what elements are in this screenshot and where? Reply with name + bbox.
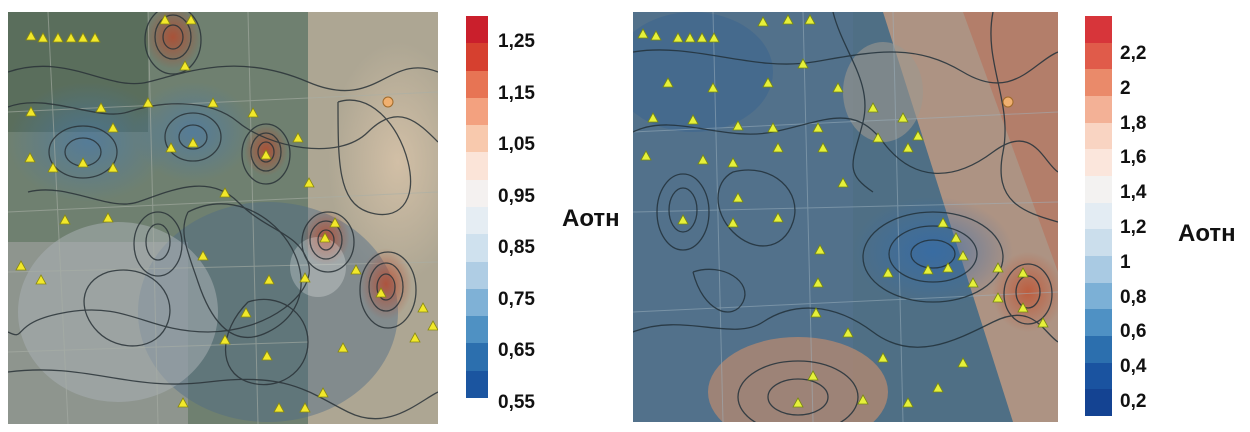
color-scale-tick-label: 0,95 [498, 185, 535, 207]
color-scale-tick-label: 1,4 [1120, 182, 1147, 204]
contour-map-left [8, 12, 438, 424]
color-scale-tick-label: 0,85 [498, 237, 535, 258]
color-scale-segment [466, 16, 488, 44]
observation-points-left [15, 14, 438, 413]
color-scale-tick-label: 0,8 [1120, 286, 1147, 308]
unit-label-right: Аотн [1178, 220, 1236, 247]
color-scale-segment [1085, 336, 1112, 364]
color-scale-tick-label: 1,05 [498, 134, 535, 155]
color-scale-tick-label: 0,2 [1120, 391, 1147, 412]
color-scale-segment [466, 370, 488, 399]
color-scale-segment [1085, 309, 1112, 337]
color-scale-segment [1085, 229, 1112, 257]
color-scale-segment [466, 207, 488, 235]
color-scale-tick-label: 1,15 [498, 82, 535, 104]
color-scale-tick-label: 1,2 [1120, 217, 1147, 238]
color-scale-segment [1085, 16, 1112, 44]
color-scale-segment [1085, 42, 1112, 70]
color-scale-tick-label: 1 [1120, 251, 1131, 273]
color-scale-segment [1085, 256, 1112, 284]
color-scale-tick-label: 1,25 [498, 31, 535, 52]
color-scale-tick-label: 2,2 [1120, 43, 1147, 64]
color-scale-segment [1085, 69, 1112, 97]
orange-marker [1002, 96, 1014, 108]
color-scale-tick-label: 0,75 [498, 288, 535, 310]
color-scale-segment [1085, 96, 1112, 124]
map-right-canvas [633, 12, 1058, 422]
color-scale-segment [466, 43, 488, 72]
color-scale-tick-label: 1,8 [1120, 112, 1147, 134]
color-scale-segment [466, 97, 488, 126]
color-scale-segment [1085, 362, 1112, 390]
color-scale-tick-label: 0,4 [1120, 356, 1147, 378]
orange-marker [382, 96, 394, 108]
color-scale-right [1085, 16, 1112, 417]
color-scale-segment [466, 234, 488, 263]
color-scale-segment [466, 179, 488, 208]
color-scale-segment [1085, 176, 1112, 204]
unit-label-left: Аотн [562, 205, 620, 232]
map-left-canvas [8, 12, 438, 424]
color-scale-segment [466, 152, 488, 181]
color-scale-segment [1085, 282, 1112, 310]
color-scale-segment [1085, 389, 1112, 417]
color-scale-segment [1085, 149, 1112, 177]
color-scale-segment [466, 343, 488, 372]
color-scale-tick-label: 0,55 [498, 391, 535, 413]
color-scale-left [466, 16, 488, 399]
color-scale-segment [1085, 122, 1112, 150]
color-scale-segment [466, 261, 488, 290]
color-scale-tick-label: 2 [1120, 77, 1131, 99]
color-scale-segment [466, 316, 488, 344]
observation-points-right [637, 14, 1049, 408]
color-scale-segment [466, 125, 488, 153]
color-scale-segment [466, 288, 488, 317]
color-scale-tick-label: 0,6 [1120, 321, 1147, 343]
color-scale-segment [466, 70, 488, 99]
color-scale-tick-label: 1,6 [1120, 147, 1147, 169]
color-scale-tick-label: 0,65 [498, 340, 535, 361]
color-scale-segment [1085, 202, 1112, 230]
contour-map-right [633, 12, 1058, 422]
